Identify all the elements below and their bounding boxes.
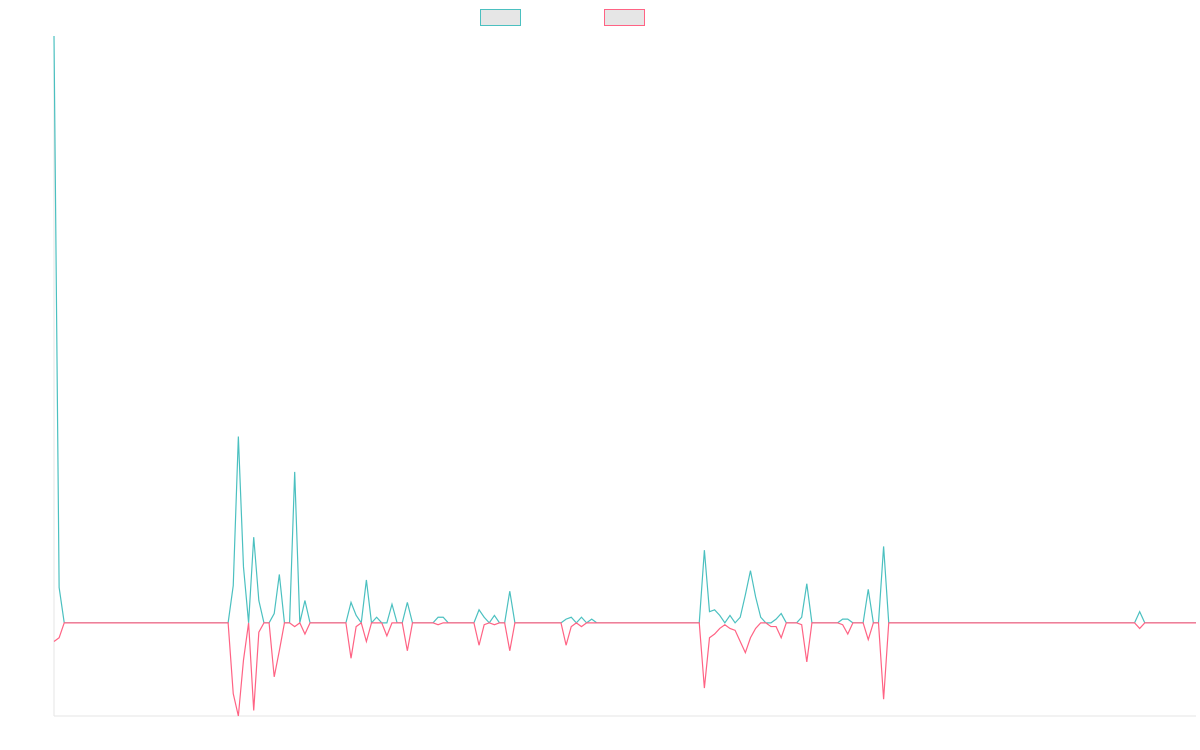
- series-layer: [53, 35, 1196, 717]
- legend: [480, 9, 645, 26]
- axes: [53, 36, 1196, 717]
- series-line-a: [53, 35, 1196, 625]
- series-line-b: [53, 621, 1196, 717]
- legend-swatch-b: [604, 9, 645, 26]
- legend-swatch-a: [480, 9, 521, 26]
